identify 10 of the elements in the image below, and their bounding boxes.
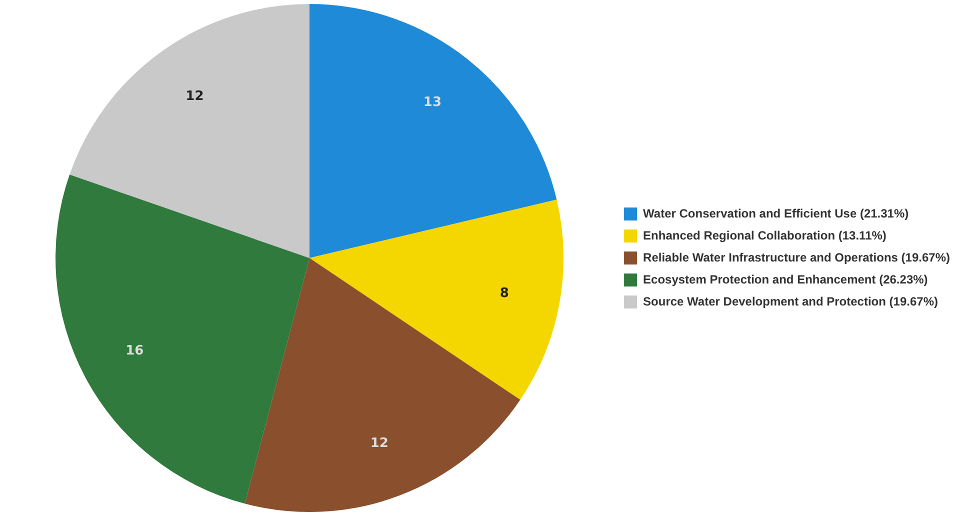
legend-label: Reliable Water Infrastructure and Operations (19.67%) <box>643 250 950 264</box>
data-label: 16 <box>126 343 144 358</box>
data-label: 12 <box>186 88 204 104</box>
legend-label: Source Water Development and Protection (19.67%) <box>643 294 938 308</box>
data-label: 8 <box>500 286 509 301</box>
legend-label: Enhanced Regional Collaboration (13.11%) <box>643 228 886 242</box>
legend-label: Water Conservation and Efficient Use (21.31%) <box>643 206 909 220</box>
data-label: 12 <box>370 436 388 451</box>
data-label: 13 <box>423 95 442 110</box>
legend-label: Ecosystem Protection and Enhancement (26.23%) <box>643 272 928 286</box>
